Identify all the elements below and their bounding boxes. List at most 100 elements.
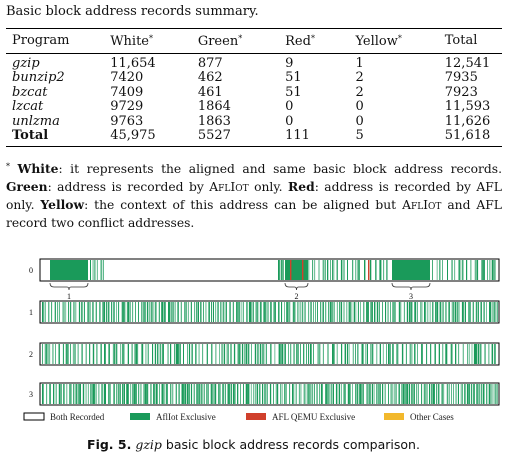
green-stripe [414, 344, 416, 364]
legend-swatch [23, 412, 45, 421]
green-stripe [416, 384, 418, 404]
green-stripe [372, 344, 374, 364]
green-stripe [421, 384, 423, 404]
green-stripe [357, 260, 359, 280]
table-cell: 1 [355, 55, 364, 71]
green-stripe [427, 302, 429, 322]
green-stripe [475, 302, 477, 322]
green-stripe [317, 344, 319, 364]
row-label: 3 [29, 390, 33, 399]
green-stripe [295, 384, 297, 404]
green-stripe [435, 302, 437, 322]
green-stripe [208, 302, 210, 322]
green-stripe [300, 384, 302, 404]
green-stripe [341, 344, 343, 364]
green-stripe [62, 302, 64, 322]
green-stripe [46, 344, 48, 364]
table-row: gzip 11,654 877 9 1 12,541 [6, 53, 502, 71]
green-stripe [134, 344, 136, 364]
table-cell: 877 [197, 55, 223, 71]
green-stripe [325, 384, 327, 404]
green-stripe [475, 344, 477, 364]
green-stripe [292, 384, 294, 404]
green-stripe [312, 260, 314, 280]
green-stripe [495, 302, 497, 322]
green-stripe [174, 344, 175, 364]
green-stripe [223, 344, 226, 364]
green-stripe [217, 302, 219, 322]
table-cell: bzcat [12, 84, 48, 100]
green-stripe [162, 344, 164, 364]
green-stripe [168, 302, 170, 322]
green-stripe [46, 384, 48, 404]
green-stripe [462, 260, 464, 280]
green-stripe [256, 384, 259, 404]
green-stripe [154, 302, 156, 322]
green-stripe [340, 260, 343, 280]
green-stripe [343, 302, 345, 322]
green-stripe [158, 344, 160, 364]
green-stripe [346, 302, 348, 322]
green-stripe [327, 260, 329, 280]
green-stripe [327, 344, 329, 364]
green-stripe [229, 302, 231, 322]
green-stripe [476, 344, 478, 364]
green-stripe [246, 302, 248, 322]
green-stripe [63, 384, 65, 404]
green-stripe [346, 344, 348, 364]
green-stripe [155, 384, 158, 404]
green-stripe [200, 302, 202, 322]
green-stripe [77, 384, 79, 404]
green-stripe [364, 260, 366, 280]
green-stripe [300, 302, 302, 322]
green-stripe [198, 344, 200, 364]
green-stripe [363, 384, 364, 404]
green-stripe [488, 384, 490, 404]
green-stripe [306, 344, 307, 364]
green-stripe [128, 302, 130, 322]
green-stripe [251, 344, 252, 364]
green-stripe [363, 302, 365, 322]
green-stripe [407, 384, 409, 404]
green-stripe [360, 384, 362, 404]
green-stripe [307, 384, 308, 404]
green-stripe [351, 302, 353, 322]
green-stripe [402, 384, 404, 404]
green-stripe [336, 302, 338, 322]
green-stripe [236, 302, 238, 322]
green-stripe [296, 344, 298, 364]
green-stripe [132, 302, 134, 322]
table-header-row: Program White* Green* Red* Yellow* Total [6, 28, 502, 53]
address-comparison-figure: 0 1 2 3 1 2 3 Both Recorded AflIot Exclusive AFL … [23, 258, 500, 422]
green-stripe [376, 344, 378, 364]
green-stripe [133, 384, 136, 404]
green-stripe [205, 302, 207, 322]
green-stripe [411, 302, 413, 322]
green-stripe [93, 384, 95, 404]
green-stripe [392, 384, 394, 404]
table-cell: 462 [197, 70, 223, 85]
green-stripe [332, 384, 334, 404]
green-stripe [484, 344, 486, 364]
green-stripe [197, 302, 199, 322]
green-stripe [486, 384, 488, 404]
green-stripe [262, 384, 264, 404]
table-body: gzip 11,654 877 9 1 12,541 bunzip2 7420 462 51 2 79… [6, 53, 502, 147]
green-stripe [298, 302, 300, 322]
green-stripe [281, 344, 283, 364]
address-bar [39, 258, 500, 282]
table-cell: 7420 [110, 70, 144, 85]
green-stripe [313, 344, 314, 364]
green-stripe [145, 344, 147, 364]
green-stripe [471, 344, 473, 364]
green-stripe [127, 344, 129, 364]
table-cell: gzip [12, 55, 40, 71]
green-stripe [422, 344, 423, 364]
green-stripe [211, 344, 213, 364]
green-stripe [254, 384, 256, 404]
green-stripe [361, 384, 363, 404]
green-stripe [329, 384, 331, 404]
green-stripe [319, 344, 321, 364]
green-stripe [68, 302, 70, 322]
green-stripe [390, 302, 391, 322]
